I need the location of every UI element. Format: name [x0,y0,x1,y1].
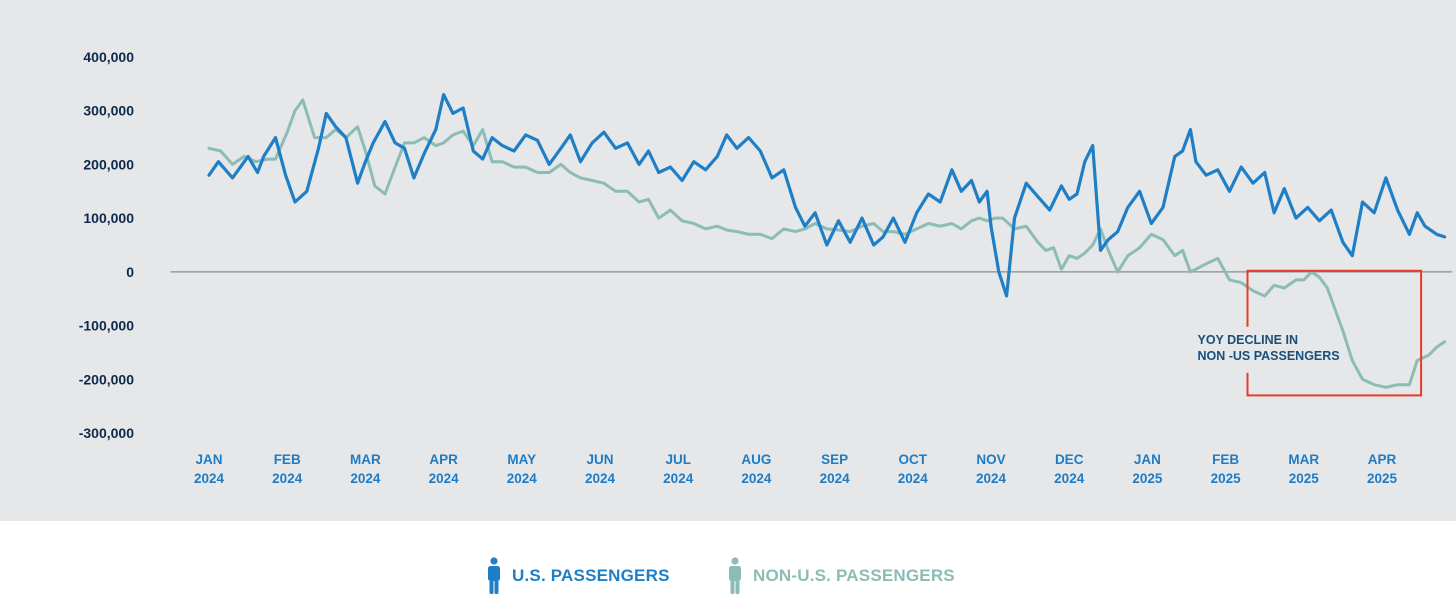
y-axis: 400,000 300,000 200,000 100,000 0 -100,000 -20… [79,49,134,441]
series-group [207,92,1447,389]
x-tick-year: 2024 [585,471,616,486]
annotation-line-1: YOY DECLINE IN [1197,333,1297,347]
x-tick-year: 2024 [820,471,851,486]
x-tick-year: 2024 [350,471,381,486]
x-tick-month: JUL [665,452,691,467]
x-tick-year: 2024 [507,471,538,486]
x-tick-year: 2025 [1289,471,1320,486]
x-tick-year: 2024 [1054,471,1085,486]
x-tick-year: 2025 [1132,471,1163,486]
x-tick-year: 2024 [898,471,929,486]
y-tick-label: 100,000 [83,210,134,226]
x-tick-month: OCT [899,452,928,467]
y-tick-label: 0 [126,264,134,280]
x-tick-month: FEB [1212,452,1239,467]
x-tick-month: APR [429,452,458,467]
x-tick-year: 2024 [272,471,303,486]
x-tick-month: MAR [1288,452,1319,467]
x-tick-month: SEP [821,452,848,467]
person-icon [488,557,500,594]
x-tick-year: 2025 [1211,471,1242,486]
x-tick-month: MAR [350,452,381,467]
x-tick-month: APR [1368,452,1397,467]
x-tick-year: 2024 [741,471,772,486]
legend-label-us: U.S. PASSENGERS [512,566,670,585]
y-tick-label: 200,000 [83,156,134,172]
annotation-line-2: NON -US PASSENGERS [1197,349,1339,363]
annotation-text-background [1187,326,1333,373]
y-tick-label: -200,000 [79,371,134,387]
person-icon [729,557,741,594]
series-line-us [207,92,1447,298]
x-axis: JAN 2024 FEB 2024 MAR 2024 APR 2024 MAY 2024 JUN 20… [194,452,1398,486]
x-tick-month: DEC [1055,452,1084,467]
x-tick-year: 2024 [663,471,694,486]
y-tick-label: 400,000 [83,49,134,65]
legend-item-us: U.S. PASSENGERS [486,556,670,596]
y-tick-label: 300,000 [83,103,134,119]
annotation: YOY DECLINE IN NON -US PASSENGERS [1187,269,1423,397]
legend-label-non-us: NON-U.S. PASSENGERS [753,566,955,585]
x-tick-year: 2024 [429,471,460,486]
x-tick-year: 2025 [1367,471,1398,486]
x-tick-month: JAN [195,452,222,467]
x-tick-month: FEB [274,452,301,467]
x-tick-month: JAN [1134,452,1161,467]
x-tick-year: 2024 [976,471,1007,486]
x-tick-month: NOV [976,452,1005,467]
y-tick-label: -100,000 [79,318,134,334]
y-tick-label: -300,000 [79,425,134,441]
x-tick-month: AUG [741,452,771,467]
plot-background [0,0,1456,521]
x-tick-month: JUN [586,452,613,467]
legend-item-non-us: NON-U.S. PASSENGERS [727,556,955,596]
x-tick-month: MAY [507,452,536,467]
x-tick-year: 2024 [194,471,225,486]
